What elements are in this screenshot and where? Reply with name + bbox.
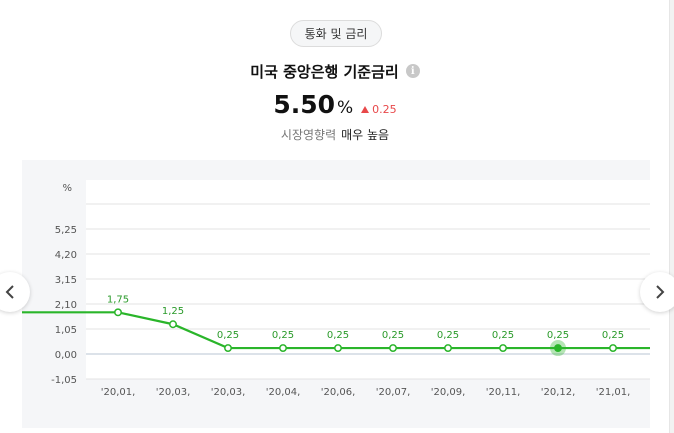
x-tick-label: '20,07, [376, 387, 411, 398]
y-tick-label: 5,25 [55, 225, 77, 236]
data-label: 0,25 [327, 330, 349, 341]
data-point [114, 308, 122, 317]
info-icon[interactable]: i [405, 64, 420, 78]
chevron-left-icon [5, 285, 14, 299]
data-point [554, 344, 562, 352]
x-tick-label: '20,03, [211, 387, 246, 398]
x-tick-label: '20,06, [321, 387, 356, 398]
next-button[interactable] [640, 272, 674, 312]
x-tick-label: '20,03, [156, 387, 191, 398]
data-point [444, 344, 452, 352]
data-label: 0,25 [382, 330, 404, 341]
y-tick-label: 4,20 [55, 250, 77, 261]
rate-unit: % [337, 98, 354, 118]
data-label: 1,25 [162, 306, 184, 317]
x-tick-label: '20,09, [431, 387, 466, 398]
data-label: 0,25 [492, 330, 514, 341]
category-tag[interactable]: 통화 및 금리 [290, 20, 382, 47]
y-tick-label: 1,05 [55, 325, 77, 336]
data-label: 0,25 [437, 330, 459, 341]
influence-level: 매우 높음 [341, 127, 390, 142]
change-value: 0.25 [372, 103, 397, 116]
data-point [279, 344, 287, 352]
data-label: 0,25 [272, 330, 294, 341]
rate-chart-panel: % 5,25 4,20 3,15 2,10 1,05 0,00 -1,05 '20,01, '20… [22, 160, 650, 428]
data-label: 0,25 [217, 330, 239, 341]
rate-summary: 5.50 % 0.25 [0, 90, 670, 124]
x-tick-label: '20,11, [486, 387, 521, 398]
data-label: 0,25 [547, 330, 569, 341]
x-tick-label: '20,12, [541, 387, 576, 398]
y-tick-label: -1,05 [51, 375, 77, 386]
data-point [334, 344, 342, 352]
influence-label: 시장영향력 [280, 127, 337, 142]
rate-value: 5.50 [273, 90, 336, 119]
rate-change: 0.25 [361, 103, 397, 116]
data-label: 1,75 [107, 294, 129, 305]
data-point [224, 344, 232, 352]
y-unit-label: % [62, 183, 72, 194]
y-tick-label: 3,15 [55, 275, 77, 286]
data-point [169, 320, 177, 329]
x-tick-label: '21,01, [596, 387, 631, 398]
data-point [609, 344, 617, 352]
chevron-right-icon [656, 285, 665, 299]
indicator-title: 미국 중앙은행 기준금리 [250, 62, 399, 81]
data-point [389, 344, 397, 352]
y-tick-label: 2,10 [55, 300, 77, 311]
title-row: 미국 중앙은행 기준금리 i [0, 60, 670, 82]
rate-line-chart: % 5,25 4,20 3,15 2,10 1,05 0,00 -1,05 '20,01, '20… [22, 180, 650, 398]
x-tick-label: '20,01, [101, 387, 136, 398]
up-arrow-icon [361, 106, 370, 113]
y-tick-label: 0,00 [55, 350, 77, 361]
x-tick-label: '20,04, [266, 387, 301, 398]
data-point [499, 344, 507, 352]
series-line [22, 311, 650, 350]
market-influence: 시장영향력 매우 높음 [0, 125, 670, 143]
data-label: 0,25 [602, 330, 624, 341]
